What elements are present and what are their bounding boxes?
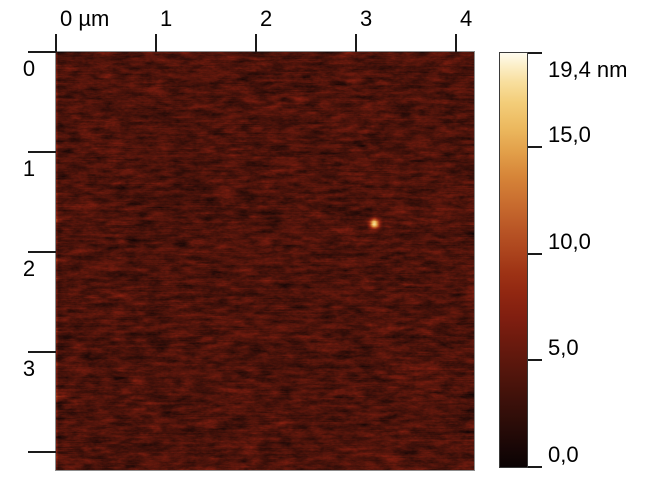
x-axis-tick-label: 1	[160, 6, 173, 31]
y-axis-tick-label: 2	[22, 256, 36, 281]
x-axis-tick-label: 3	[360, 6, 373, 31]
x-axis-tick-label: 4	[460, 6, 473, 31]
colorbar-gradient	[499, 52, 528, 468]
colorbar-tick-label: 19,4 nm	[548, 57, 628, 82]
x-axis-tick	[255, 34, 257, 52]
colorbar-tick	[528, 52, 542, 54]
y-axis-tick-label: 3	[22, 356, 36, 381]
colorbar-tick-label: 10,0	[548, 228, 591, 254]
colorbar-tick-label: 15,0	[548, 121, 591, 147]
colorbar-tick	[528, 359, 542, 362]
y-axis-tick	[28, 51, 56, 53]
y-axis-tick-label: 0	[22, 56, 36, 81]
colorbar-tick-label: 5,0	[548, 335, 579, 361]
x-axis-tick-label: 2	[260, 6, 273, 31]
y-axis-tick	[28, 451, 56, 453]
x-axis-tick-label: 0 µm	[60, 6, 110, 31]
y-axis-tick	[28, 151, 56, 153]
x-axis-tick	[155, 34, 157, 52]
colorbar-tick	[528, 466, 542, 468]
colorbar-tick	[528, 145, 542, 148]
x-axis-tick	[455, 34, 457, 52]
afm-scan-image	[55, 51, 475, 471]
colorbar-tick	[528, 252, 542, 255]
x-axis-tick	[355, 34, 357, 52]
y-axis-tick	[28, 251, 56, 253]
colorbar-tick-label: 0,0	[548, 442, 579, 467]
y-axis-tick	[28, 351, 56, 353]
y-axis-tick-label: 1	[22, 156, 36, 181]
x-axis-tick	[55, 34, 57, 52]
